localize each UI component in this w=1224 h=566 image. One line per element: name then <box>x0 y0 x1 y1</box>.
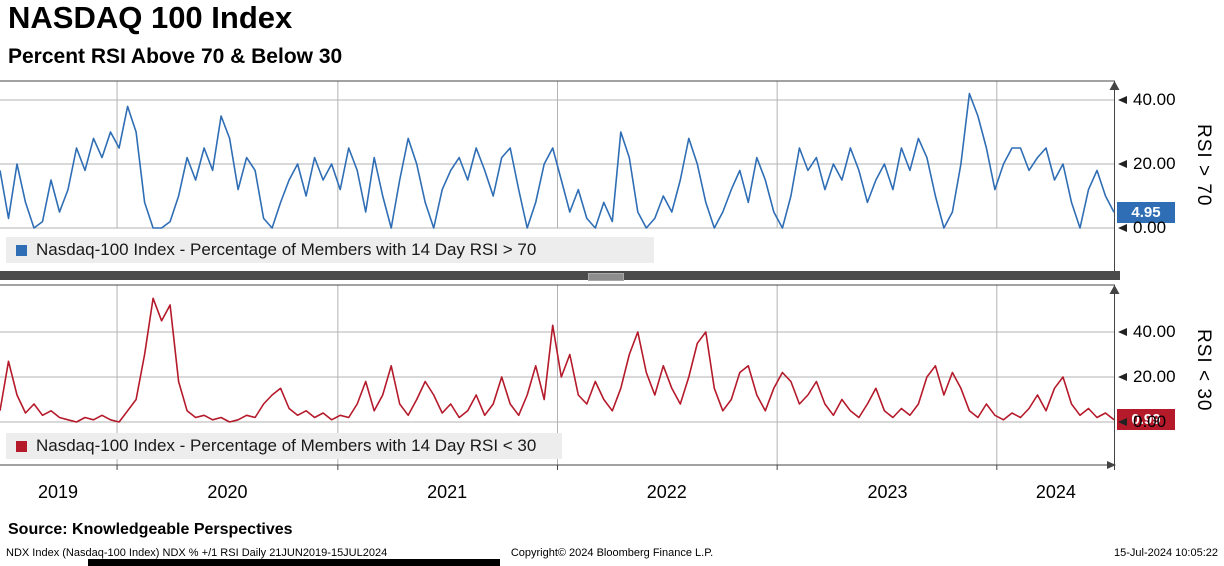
y-axis-tick-label: 20.00 <box>1133 154 1176 173</box>
right-axis-title-rsi-below-30: RSI < 30 <box>1193 328 1214 412</box>
y-axis-tick-label: 40.00 <box>1133 322 1176 341</box>
x-axis-year-label: 2020 <box>207 482 248 502</box>
footer-timestamp: 15-Jul-2024 10:05:22 <box>1114 547 1218 559</box>
x-axis-year-label: 2024 <box>1035 482 1076 502</box>
y-axis-tick-label: 20.00 <box>1133 367 1176 386</box>
rsi-above-70-chart-panel[interactable] <box>0 80 1120 272</box>
legend-swatch-blue <box>16 244 27 256</box>
page-title: NASDAQ 100 Index <box>8 0 293 35</box>
legend-label: Nasdaq-100 Index - Percentage of Members… <box>36 436 537 455</box>
footer-copyright: Copyright© 2024 Bloomberg Finance L.P. <box>510 547 714 559</box>
series-line <box>0 297 1115 423</box>
legend-rsi-above-70[interactable]: Nasdaq-100 Index - Percentage of Members… <box>6 237 654 263</box>
x-axis-year-label: 2023 <box>867 482 908 502</box>
panel-separator <box>0 271 1120 281</box>
x-axis-year-label: 2022 <box>646 482 687 502</box>
footer: NDX Index (Nasdaq-100 Index) NDX % +/1 R… <box>0 543 1224 560</box>
legend-rsi-below-30[interactable]: Nasdaq-100 Index - Percentage of Members… <box>6 433 562 459</box>
series-line <box>0 92 1115 229</box>
legend-label: Nasdaq-100 Index - Percentage of Members… <box>36 240 537 259</box>
last-value-badge-above-70: 4.95 <box>1117 201 1175 223</box>
footer-ticker-info: NDX Index (Nasdaq-100 Index) NDX % +/1 R… <box>6 547 388 559</box>
y-axis-tick-label: 40.00 <box>1133 90 1176 109</box>
last-value-badge-below-30: 0.99 <box>1117 409 1175 431</box>
rsi-below-30-chart[interactable] <box>0 280 1120 470</box>
x-axis-year-label: 2019 <box>37 482 78 502</box>
page-subtitle: Percent RSI Above 70 & Below 30 <box>8 45 343 68</box>
legend-swatch-red <box>16 440 27 452</box>
right-axis-title-rsi-above-70: RSI > 70 <box>1193 124 1214 207</box>
x-axis: 2019 2020 2021 2022 2023 2024 <box>0 468 1120 514</box>
bottom-black-bar <box>88 559 500 566</box>
rsi-above-70-chart[interactable] <box>0 80 1120 272</box>
separator-drag-handle[interactable] <box>588 272 624 281</box>
source-line: Source: Knowledgeable Perspectives <box>8 521 293 538</box>
x-axis-year-label: 2021 <box>427 482 468 502</box>
rsi-below-30-chart-panel[interactable] <box>0 280 1120 470</box>
